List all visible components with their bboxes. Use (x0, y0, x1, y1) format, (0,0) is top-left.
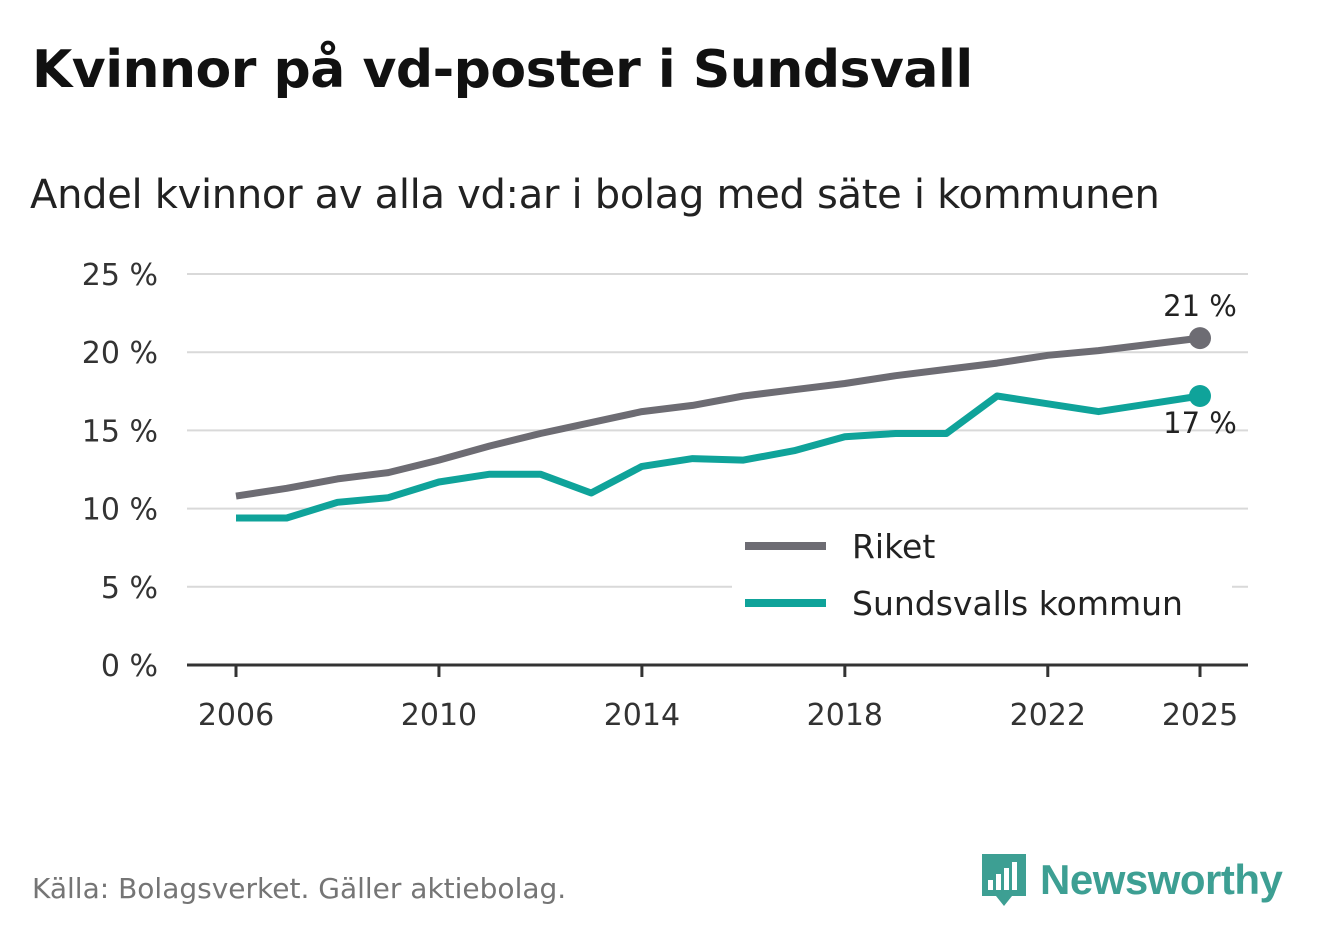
legend: Riket Sundsvalls kommun (732, 518, 1232, 630)
end-labels: 21 % 17 % (1163, 289, 1237, 440)
y-tick-label: 5 % (101, 571, 158, 606)
end-marker (1189, 327, 1211, 350)
chart-title: Kvinnor på vd-poster i Sundsvall (32, 40, 973, 100)
y-tick-label: 15 % (82, 414, 158, 449)
end-marker (1189, 384, 1211, 407)
x-tick-label: 2018 (807, 698, 883, 733)
x-tick-label: 2010 (401, 698, 477, 733)
chart-subtitle: Andel kvinnor av alla vd:ar i bolag med … (30, 172, 1160, 218)
x-tick-label: 2022 (1010, 698, 1086, 733)
x-tick-label: 2006 (198, 698, 274, 733)
y-tick-label: 25 % (82, 258, 158, 293)
source-note: Källa: Bolagsverket. Gäller aktiebolag. (32, 872, 567, 905)
series-line-sundsvall (236, 392, 1201, 522)
x-tick-label: 2025 (1162, 698, 1238, 733)
series-line-riket (235, 334, 1201, 500)
x-tick-label: 2014 (604, 698, 680, 733)
newsworthy-logo-icon (982, 854, 1026, 906)
legend-background (732, 518, 1232, 630)
y-tick-label: 10 % (82, 493, 158, 528)
legend-label: Sundsvalls kommun (852, 584, 1183, 623)
series-lines (235, 327, 1211, 522)
brand-name: Newsworthy (1040, 856, 1283, 903)
end-value-label: 17 % (1163, 406, 1237, 440)
axes: 0 % 5 % 10 % 15 % 20 % 25 % 2006 2010 2014 2018 20… (82, 258, 1248, 733)
legend-label: Riket (852, 527, 935, 566)
brand-logo: Newsworthy (980, 850, 1283, 910)
end-value-label: 21 % (1163, 289, 1237, 323)
y-tick-label: 0 % (101, 649, 158, 684)
y-tick-label: 20 % (82, 336, 158, 371)
